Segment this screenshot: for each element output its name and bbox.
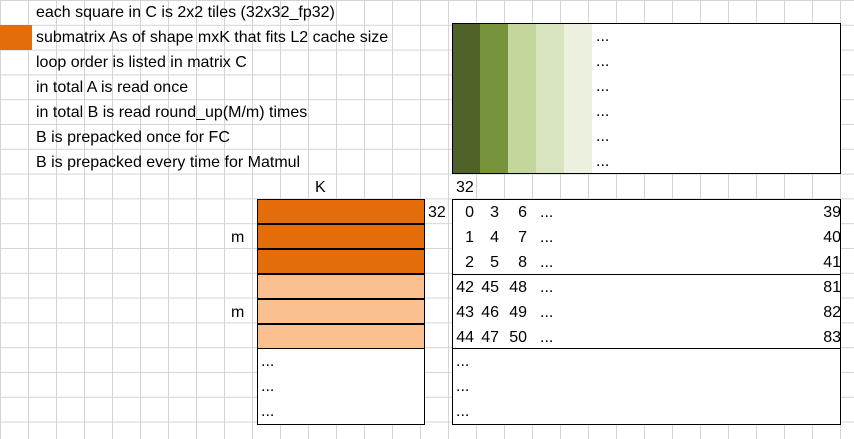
matrix-c-cell: 46 [481, 304, 499, 321]
matrix-c-cell: 5 [490, 254, 499, 271]
matrix-b-ellipsis: ... [596, 28, 610, 45]
matrix-a-row-dark [257, 199, 425, 224]
matrix-b-column-2 [480, 24, 508, 173]
legend-swatch-orange [0, 25, 32, 50]
note-submatrix: submatrix As of shape mxK that fits L2 c… [36, 29, 389, 46]
matrix-b-column-5 [564, 24, 592, 173]
matrix-b-column-1 [453, 24, 480, 173]
matrix-c-cell: 4 [490, 229, 499, 246]
note-b-read: in total B is read round_up(M/m) times [36, 104, 308, 121]
matrix-b-ellipsis: ... [596, 53, 610, 70]
matrix-c-ellipsis: ... [540, 229, 554, 246]
matrix-a-remaining-block: ... ... ... [257, 348, 425, 425]
matrix-b-ellipsis: ... [596, 128, 610, 145]
matrix-c-ellipsis: ... [540, 329, 554, 346]
note-tile-size: each square in C is 2x2 tiles (32x32_fp3… [36, 4, 335, 21]
matrix-c-ellipsis: ... [456, 378, 470, 395]
matrix-c-ellipsis: ... [456, 353, 470, 370]
matrix-c-ellipsis: ... [540, 279, 554, 296]
matrix-a-ellipsis: ... [261, 403, 275, 420]
matrix-c-ellipsis: ... [540, 204, 554, 221]
matrix-b-ellipsis: ... [596, 78, 610, 95]
matrix-c-cell: 7 [518, 229, 527, 246]
note-loop-order: loop order is listed in matrix C [36, 54, 247, 71]
matrix-c-cell: 48 [509, 279, 527, 296]
matrix-b-ellipsis: ... [596, 153, 610, 170]
matrix-b-column-3 [508, 24, 536, 173]
matrix-c-cell: 47 [481, 329, 499, 346]
matrix-c-cell: 6 [518, 204, 527, 221]
matrix-c-ellipsis: ... [456, 403, 470, 420]
matrix-b-ellipsis: ... [596, 103, 610, 120]
matrix-c-cell: 42 [456, 279, 474, 296]
note-a-read: in total A is read once [36, 79, 189, 96]
matrix-c-remaining-block: ... ... ... [452, 348, 841, 425]
matrix-c-ellipsis: ... [540, 304, 554, 321]
matrix-a-row-light [257, 324, 425, 349]
matrix-c-cell: 44 [456, 329, 474, 346]
matrix-c-cell: 50 [509, 329, 527, 346]
matrix-c-cell: 0 [465, 204, 474, 221]
matrix-c-ellipsis: ... [540, 254, 554, 271]
label-k: K [315, 179, 326, 196]
label-top-32: 32 [456, 179, 474, 196]
matrix-a-row-light [257, 274, 425, 299]
matrix-c-cell: 43 [456, 304, 474, 321]
matrix-a-ellipsis: ... [261, 353, 275, 370]
label-m-2: m [231, 304, 245, 321]
matrix-c-cell: 45 [481, 279, 499, 296]
matrix-a-ellipsis: ... [261, 378, 275, 395]
matrix-c-cell: 1 [465, 229, 474, 246]
matrix-c-cell-last: 83 [823, 329, 841, 346]
matrix-c-block-2 [452, 274, 841, 349]
matrix-c-cell: 8 [518, 254, 527, 271]
note-b-prepack-fc: B is prepacked once for FC [36, 129, 230, 146]
matrix-c-cell-last: 82 [823, 304, 841, 321]
matrix-b: ... ... ... ... ... ... [452, 23, 841, 174]
matrix-c-cell: 3 [490, 204, 499, 221]
matrix-c-cell-last: 41 [823, 254, 841, 271]
label-m-1: m [231, 229, 245, 246]
matrix-c-cell-last: 81 [823, 279, 841, 296]
matrix-a-row-dark [257, 224, 425, 249]
matrix-c-cell-last: 40 [823, 229, 841, 246]
matrix-c-block-1 [452, 199, 841, 275]
matrix-b-column-4 [536, 24, 564, 173]
label-left-32: 32 [428, 204, 446, 221]
matrix-c-cell: 2 [465, 254, 474, 271]
matrix-a-row-light [257, 299, 425, 324]
note-b-prepack-matmul: B is prepacked every time for Matmul [36, 154, 301, 171]
matrix-a-row-dark [257, 249, 425, 274]
matrix-c-cell-last: 39 [823, 204, 841, 221]
matrix-c-cell: 49 [509, 304, 527, 321]
